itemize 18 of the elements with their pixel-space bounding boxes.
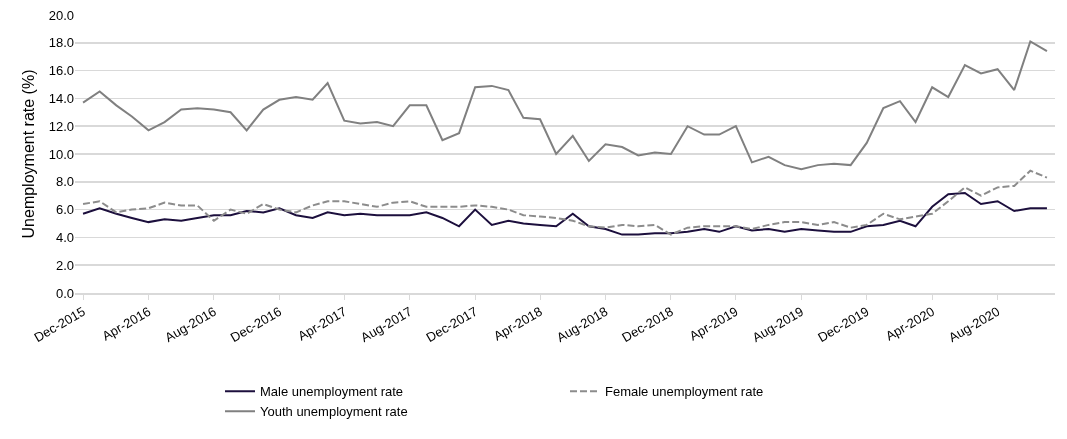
y-tick-label: 18.0: [48, 35, 74, 51]
line-series: [82, 169, 1048, 236]
line-series: [82, 40, 1048, 171]
y-axis-title: Unemployment rate (%): [19, 69, 37, 239]
legend-label: Female unemployment rate: [605, 384, 764, 400]
y-tick-label: 20.0: [48, 7, 74, 23]
y-tick-label: 6.0: [55, 202, 74, 218]
y-tick-label: 2.0: [55, 257, 74, 273]
y-tick-label: 0.0: [55, 285, 74, 301]
line-series: [82, 191, 1048, 236]
y-tick-label: 10.0: [48, 146, 74, 162]
y-tick-label: 4.0: [55, 229, 74, 245]
y-tick-label: 12.0: [48, 118, 74, 134]
y-tick-label: 16.0: [48, 63, 74, 79]
legend-label: Youth unemployment rate: [260, 404, 408, 420]
y-tick-label: 14.0: [48, 90, 74, 106]
y-tick-label: 8.0: [55, 174, 74, 190]
legend-label: Male unemployment rate: [260, 384, 404, 400]
